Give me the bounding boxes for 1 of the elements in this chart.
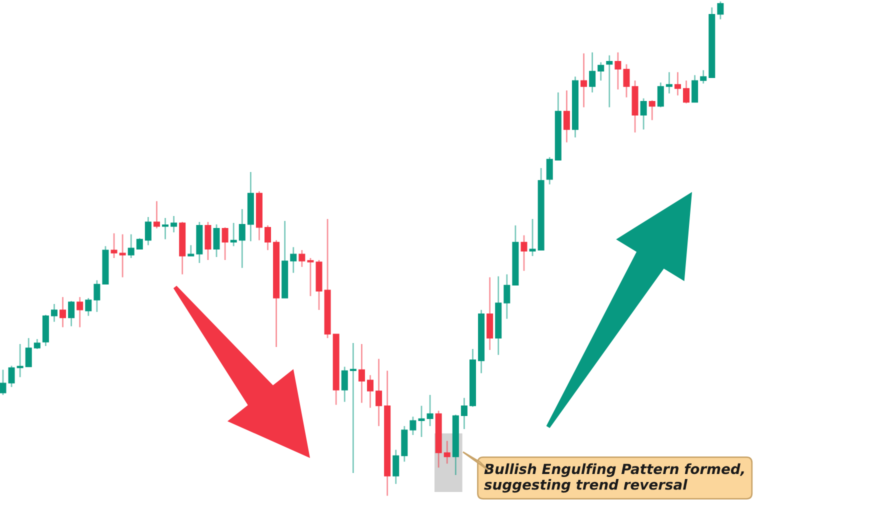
annotation: Bullish Engulfing Pattern formed, suggesting trend reversal [484,463,744,493]
